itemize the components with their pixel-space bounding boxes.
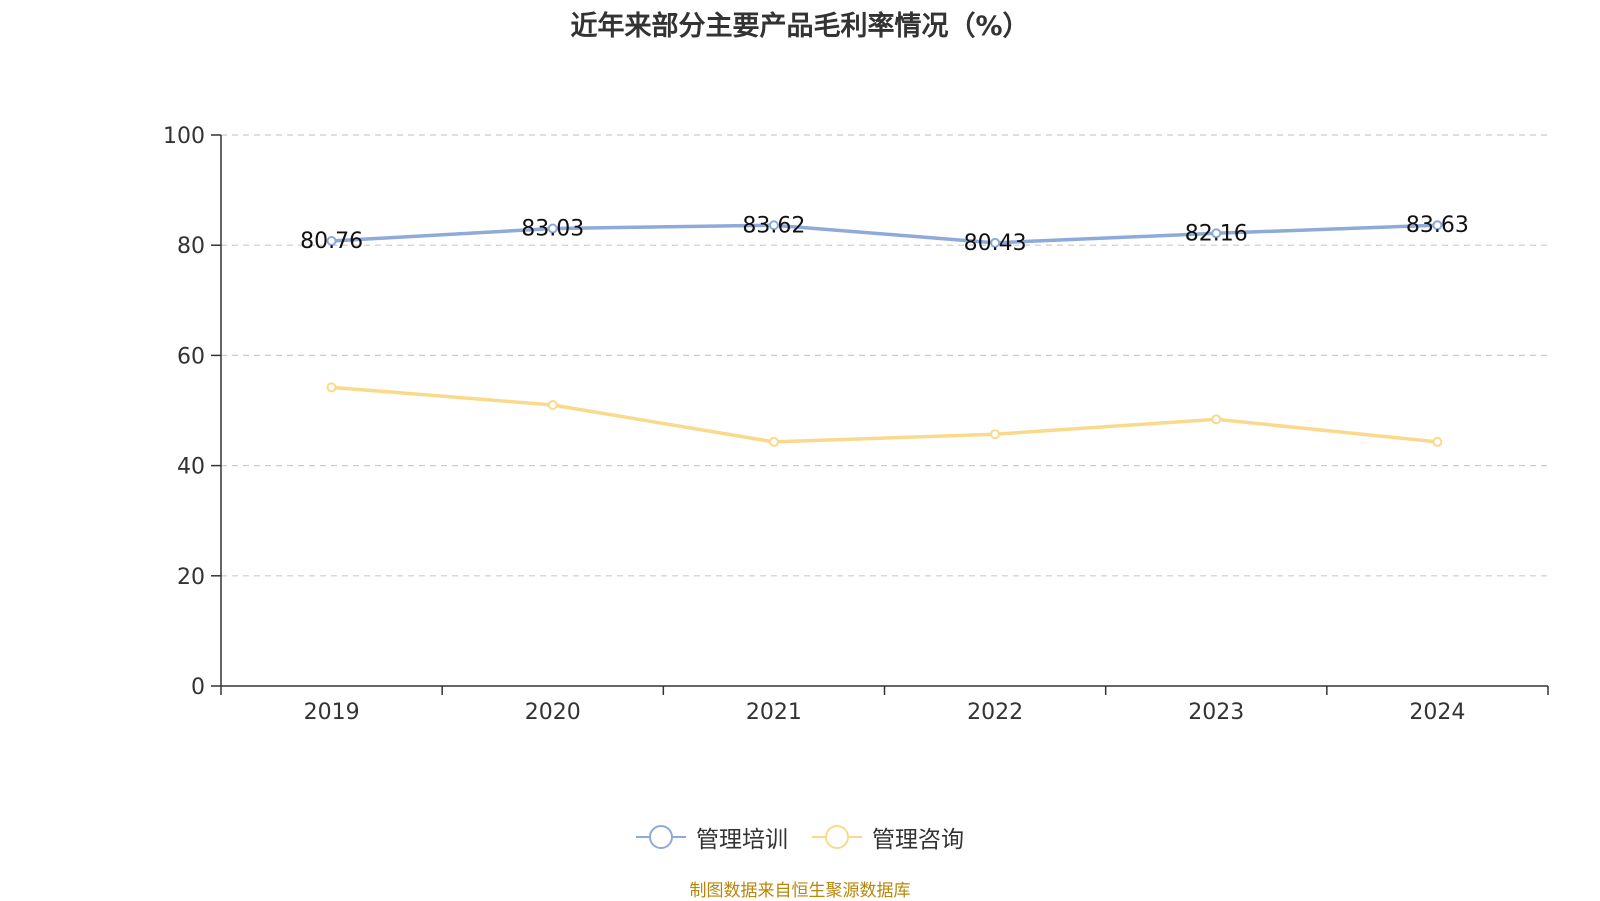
legend-label-training: 管理培训 bbox=[696, 827, 788, 853]
data-point bbox=[326, 382, 337, 393]
y-tick-label: 0 bbox=[191, 675, 205, 700]
data-point bbox=[990, 429, 1001, 440]
y-tick-label: 20 bbox=[177, 565, 205, 590]
series-line-0 bbox=[331, 223, 1438, 245]
legend: 管理培训 管理咨询 bbox=[0, 820, 1600, 854]
data-label: 80.43 bbox=[964, 231, 1027, 256]
series-line-1 bbox=[331, 385, 1438, 444]
x-tick-label: 2019 bbox=[304, 700, 360, 725]
data-point bbox=[547, 223, 558, 234]
legend-item-training[interactable]: 管理培训 bbox=[636, 820, 788, 854]
y-tick-label: 80 bbox=[177, 234, 205, 259]
legend-label-consulting: 管理咨询 bbox=[872, 827, 964, 853]
data-point bbox=[990, 237, 1001, 248]
y-tick-label: 40 bbox=[177, 455, 205, 480]
data-point bbox=[326, 236, 337, 247]
legend-item-consulting[interactable]: 管理咨询 bbox=[812, 820, 964, 854]
data-point bbox=[1211, 414, 1222, 425]
x-tick-label: 2021 bbox=[746, 700, 802, 725]
data-label: 83.63 bbox=[1406, 213, 1469, 238]
data-point bbox=[768, 436, 779, 447]
x-tick-label: 2022 bbox=[967, 700, 1023, 725]
data-label: 80.76 bbox=[300, 229, 363, 254]
data-point bbox=[768, 220, 779, 231]
data-label: 83.62 bbox=[742, 213, 805, 238]
y-tick-label: 60 bbox=[177, 344, 205, 369]
y-tick-label: 100 bbox=[163, 124, 205, 149]
source-footer: 制图数据来自恒生聚源数据库 bbox=[689, 881, 911, 901]
legend-marker-training bbox=[636, 825, 686, 849]
data-point bbox=[1432, 220, 1443, 231]
x-tick-label: 2020 bbox=[525, 700, 581, 725]
x-tick-label: 2024 bbox=[1409, 700, 1465, 725]
data-point bbox=[547, 399, 558, 410]
chart-title: 近年来部分主要产品毛利率情况（%） bbox=[570, 11, 1030, 42]
data-point bbox=[1211, 228, 1222, 239]
legend-marker-consulting bbox=[812, 825, 862, 849]
data-label: 83.03 bbox=[521, 217, 584, 242]
data-label: 82.16 bbox=[1185, 221, 1248, 246]
x-tick-label: 2023 bbox=[1188, 700, 1244, 725]
data-point bbox=[1432, 436, 1443, 447]
